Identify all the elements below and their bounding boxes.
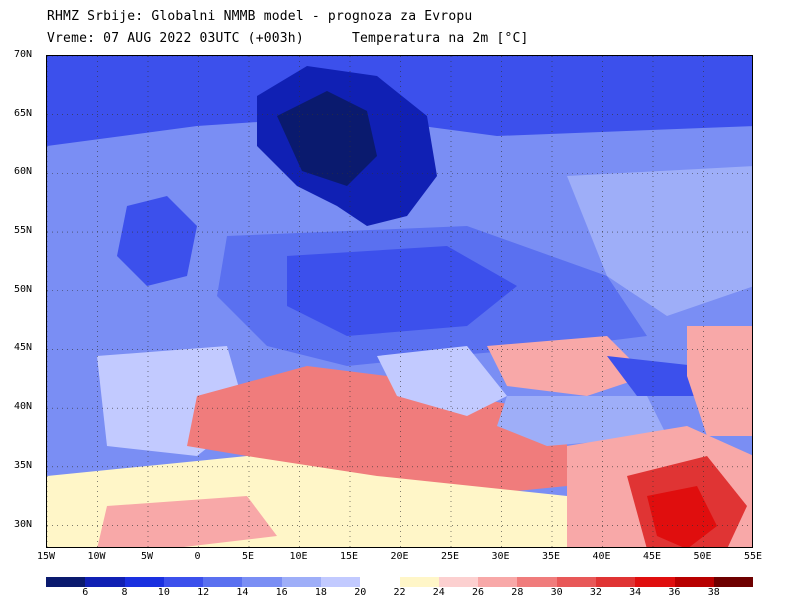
lon-tick-45E: 45E xyxy=(642,551,662,562)
lon-tick-35E: 35E xyxy=(541,551,561,562)
map-title: RHMZ Srbije: Globalni NMMB model - progn… xyxy=(47,9,473,24)
region-black-sea xyxy=(487,336,647,396)
lat-tick-40N: 40N xyxy=(14,401,33,413)
colorbar-swatch xyxy=(320,577,361,587)
lat-tick-30N: 30N xyxy=(14,518,33,530)
lon-tick-50E: 50E xyxy=(693,551,712,562)
colorbar-label: 20 xyxy=(354,587,367,598)
colorbar-swatch xyxy=(360,577,400,587)
map-canvas xyxy=(47,56,752,547)
lon-tick-5E: 5E xyxy=(241,551,255,562)
colorbar-swatch xyxy=(556,577,596,587)
lon-tick-25E: 25E xyxy=(440,551,460,562)
colorbar-label: 12 xyxy=(197,587,210,598)
lon-tick-0: 0 xyxy=(194,551,201,562)
valid-time: Vreme: 07 AUG 2022 03UTC (+003h) xyxy=(47,31,304,46)
graticule xyxy=(47,56,752,547)
colorbar-label: 16 xyxy=(275,587,288,598)
colorbar-label: 36 xyxy=(668,587,681,598)
colorbar-label: 14 xyxy=(236,587,249,598)
colorbar-swatch xyxy=(595,577,636,587)
colorbar-label: 6 xyxy=(82,587,89,598)
colorbar-label: 34 xyxy=(629,587,642,598)
region-east xyxy=(567,166,752,316)
colorbar-swatch xyxy=(399,577,439,587)
lon-tick-40E: 40E xyxy=(592,551,611,562)
lat-tick-70N: 70N xyxy=(14,49,33,60)
colorbar-swatch xyxy=(517,577,557,587)
lon-tick-15E: 15E xyxy=(339,551,359,562)
region-sahara xyxy=(97,496,277,547)
lat-tick-60N: 60N xyxy=(14,166,33,178)
region-anatolia xyxy=(497,396,667,446)
colorbar-swatch xyxy=(438,577,479,587)
region-caspian-sea xyxy=(687,326,752,436)
colorbar-swatch xyxy=(163,577,204,587)
region-mesopotamia-hottest xyxy=(647,486,717,547)
colorbar-label: 28 xyxy=(511,587,524,598)
colorbar-label: 22 xyxy=(393,587,406,598)
colorbar-swatch xyxy=(281,577,321,587)
colorbar-label: 8 xyxy=(121,587,128,598)
lon-tick-15W: 15W xyxy=(36,551,56,562)
colorbar-swatch xyxy=(85,577,125,587)
colorbar xyxy=(46,577,754,587)
colorbar-swatch xyxy=(478,577,518,587)
lat-tick-45N: 45N xyxy=(14,342,33,354)
colorbar-label: 32 xyxy=(589,587,602,598)
temperature-map[interactable] xyxy=(46,55,753,548)
lat-tick-35N: 35N xyxy=(14,459,33,471)
lon-tick-30E: 30E xyxy=(491,551,510,562)
lat-tick-55N: 55N xyxy=(14,225,33,237)
colorbar-swatch xyxy=(635,577,675,587)
colorbar-swatch xyxy=(46,577,86,587)
colorbar-label: 26 xyxy=(472,587,485,598)
lat-tick-65N: 65N xyxy=(14,107,33,119)
lon-tick-20E: 20E xyxy=(390,551,409,562)
variable-label: Temperatura na 2m [°C] xyxy=(352,31,529,46)
colorbar-swatch xyxy=(203,577,243,587)
region-balkans xyxy=(377,346,507,416)
colorbar-swatch xyxy=(242,577,282,587)
colorbar-label: 24 xyxy=(432,587,445,598)
lon-tick-10W: 10W xyxy=(87,551,106,562)
colorbar-swatch xyxy=(674,577,714,587)
region-british-isles xyxy=(117,196,197,286)
lon-tick-10E: 10E xyxy=(289,551,308,562)
lon-tick-55E: 55E xyxy=(743,551,763,562)
colorbar-label: 18 xyxy=(314,587,327,598)
colorbar-label: 38 xyxy=(707,587,720,598)
colorbar-label: 10 xyxy=(157,587,170,598)
colorbar-swatch xyxy=(713,577,754,587)
colorbar-label: 30 xyxy=(550,587,563,598)
lon-tick-5W: 5W xyxy=(140,551,154,562)
colorbar-swatch xyxy=(124,577,164,587)
lat-tick-50N: 50N xyxy=(14,283,33,295)
